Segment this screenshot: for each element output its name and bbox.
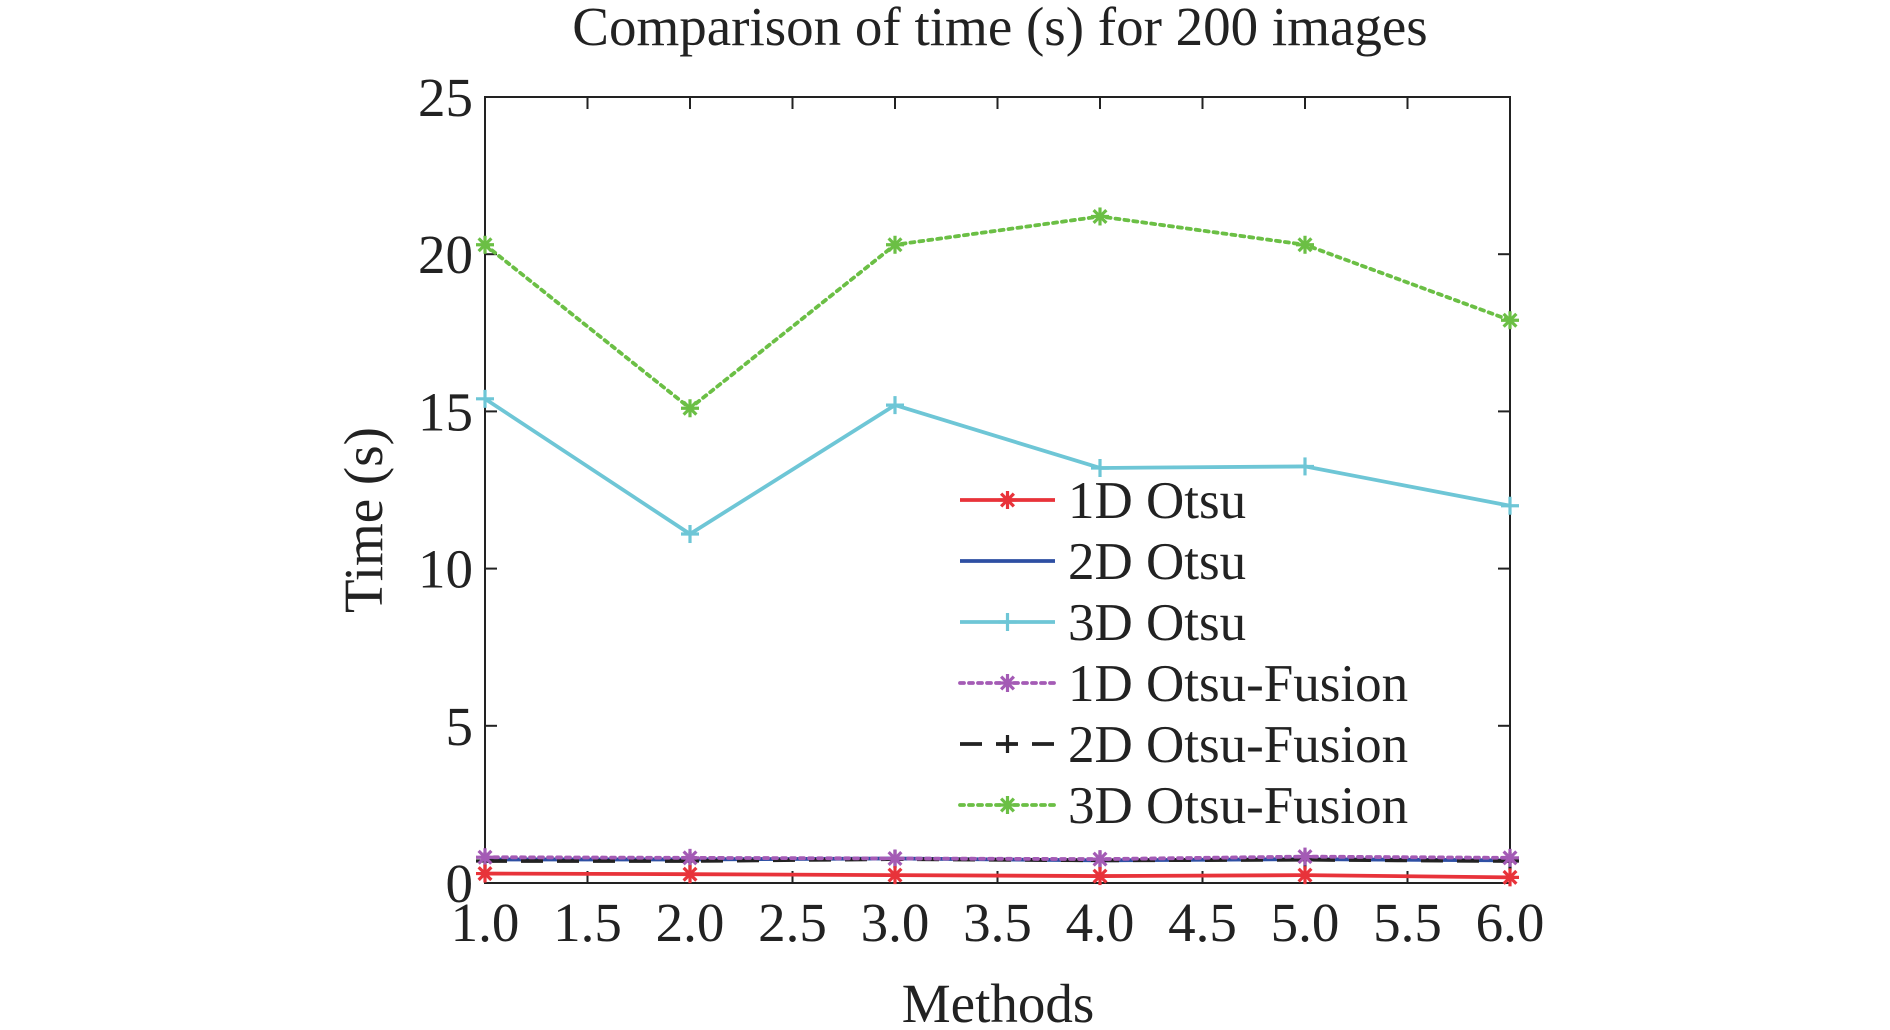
legend-entry: 3D Otsu-Fusion: [958, 777, 1408, 835]
legend-label: 1D Otsu: [1068, 472, 1246, 530]
legend-marker: [998, 796, 1017, 814]
legend-entry: 2D Otsu-Fusion: [960, 716, 1408, 774]
y-tick-label: 10: [418, 539, 473, 600]
data-point: [476, 848, 494, 867]
legend-marker: [998, 613, 1017, 631]
x-tick-label: 1.5: [553, 892, 622, 953]
data-point: [476, 389, 494, 408]
series-line: [484, 871, 1511, 880]
x-tick-label: 4.0: [1066, 892, 1135, 953]
marker-stroke: [1000, 492, 1015, 508]
x-tick-label: 3.0: [861, 892, 930, 953]
data-point: [1501, 496, 1519, 515]
data-point: [886, 866, 904, 885]
marker-stroke: [887, 237, 903, 253]
data-point: [1296, 457, 1314, 476]
data-point: [681, 848, 699, 867]
data-point: [681, 399, 699, 418]
x-tick-label: 5.0: [1271, 892, 1340, 953]
marker-stroke: [682, 866, 698, 882]
x-tick-label: 2.0: [656, 892, 725, 953]
marker-stroke: [887, 867, 903, 883]
x-axis-label: Methods: [902, 973, 1095, 1030]
y-tick-label: 25: [418, 67, 473, 128]
marker-stroke: [682, 400, 698, 416]
legend-label: 2D Otsu: [1068, 533, 1246, 591]
data-point: [1501, 848, 1519, 867]
data-point: [886, 849, 904, 868]
marker-stroke: [1297, 867, 1313, 883]
marker-stroke: [1502, 869, 1518, 885]
y-tick-label: 5: [446, 696, 474, 757]
marker-stroke: [1092, 868, 1108, 884]
marker-stroke: [1502, 850, 1518, 866]
series-line: [483, 397, 1511, 536]
data-point: [476, 864, 494, 883]
series-3: [476, 847, 1519, 869]
legend-label: 2D Otsu-Fusion: [1068, 716, 1408, 774]
plot-area: 1.0 1.5 2.0 2.5 3.0 3.5 4.0 4.5 5.0 5.5 6.0 0 5 10 15 2…: [418, 67, 1544, 953]
legend-entry: 1D Otsu-Fusion: [958, 655, 1408, 713]
data-point: [1091, 850, 1109, 869]
data-point: [1296, 235, 1314, 254]
data-point: [681, 525, 699, 544]
marker-stroke: [477, 866, 493, 882]
x-tick-label: 5.5: [1373, 892, 1442, 953]
chart-title: Comparison of time (s) for 200 images: [572, 0, 1427, 57]
legend-entry: 2D Otsu: [960, 533, 1246, 591]
marker-stroke: [1000, 675, 1015, 691]
series-5: [476, 207, 1519, 418]
marker-stroke: [1000, 797, 1015, 813]
marker-stroke: [1502, 312, 1518, 328]
marker-stroke: [1297, 849, 1313, 865]
legend-entry: 1D Otsu: [960, 472, 1246, 530]
y-tick-label: 0: [446, 853, 474, 914]
series-0: [476, 864, 1519, 887]
data-point: [1501, 311, 1519, 330]
marker-stroke: [682, 850, 698, 866]
legend-label: 1D Otsu-Fusion: [1068, 655, 1408, 713]
data-point: [886, 396, 904, 415]
legend-marker: [998, 491, 1017, 509]
legend-label: 3D Otsu: [1068, 594, 1246, 652]
data-point: [1091, 207, 1109, 226]
legend-marker: [998, 735, 1017, 753]
legend-marker: [998, 674, 1017, 692]
marker-stroke: [1092, 851, 1108, 867]
marker-stroke: [477, 237, 493, 253]
series-2: [476, 389, 1519, 544]
y-tick-label: 15: [418, 381, 473, 442]
data-point: [681, 865, 699, 884]
marker-stroke: [1092, 208, 1108, 224]
data-point: [1296, 847, 1314, 866]
data-point: [1501, 868, 1519, 887]
x-tick-label: 4.5: [1168, 892, 1237, 953]
series-line: [483, 214, 1512, 411]
x-tick-label: 3.5: [963, 892, 1032, 953]
data-point: [476, 235, 494, 254]
data-point: [886, 235, 904, 254]
x-tick-label: 2.5: [758, 892, 827, 953]
y-axis-label: Time (s): [333, 427, 394, 613]
series-line: [483, 854, 1512, 862]
data-point: [1091, 867, 1109, 886]
data-point: [1091, 458, 1109, 477]
data-point: [1296, 866, 1314, 885]
x-tick-label: 6.0: [1476, 892, 1545, 953]
marker-stroke: [477, 849, 493, 865]
marker-stroke: [887, 850, 903, 866]
marker-stroke: [1297, 237, 1313, 253]
x-tick-label: 1.0: [451, 892, 520, 953]
legend-entry: 3D Otsu: [960, 594, 1246, 652]
legend-label: 3D Otsu-Fusion: [1068, 777, 1408, 835]
y-tick-label: 20: [418, 224, 473, 285]
